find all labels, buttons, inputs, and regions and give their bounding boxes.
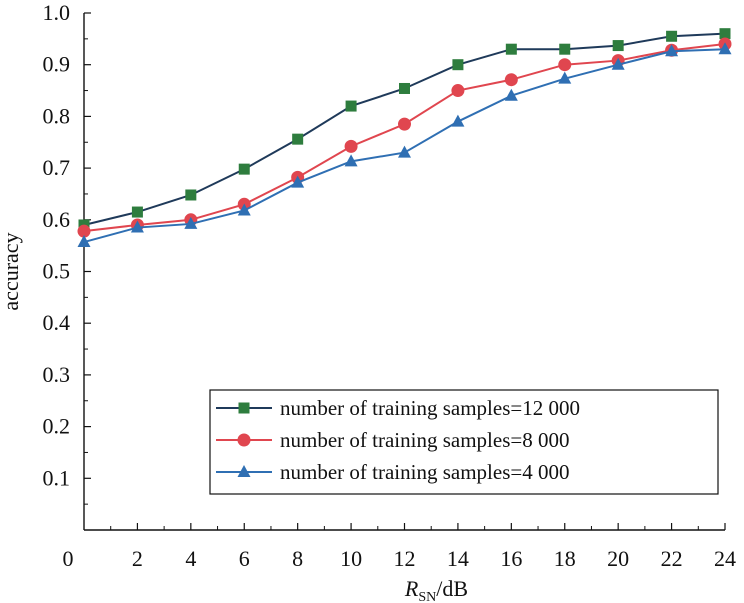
- legend-swatch-marker: [238, 402, 250, 414]
- x-tick-label: 12: [394, 546, 416, 571]
- x-axis-title-unit: /dB: [436, 576, 468, 601]
- data-point: [399, 82, 410, 94]
- y-tick-label: 1.0: [43, 0, 71, 25]
- x-tick-label: 6: [239, 546, 250, 571]
- data-point: [291, 175, 305, 188]
- x-axis-title-subscript: SN: [418, 590, 436, 603]
- x-tick-label: 24: [714, 546, 736, 571]
- data-point: [131, 206, 143, 218]
- data-point: [611, 57, 625, 70]
- x-tick-label: 4: [185, 546, 196, 571]
- x-tick-label: 0: [63, 546, 74, 571]
- series-layer: [77, 28, 732, 248]
- y-tick-label: 0.4: [43, 310, 71, 335]
- series-3: [77, 42, 732, 248]
- x-tick-label: 10: [340, 546, 362, 571]
- legend-swatch-marker: [237, 433, 251, 447]
- x-tick-label: 14: [447, 546, 469, 571]
- x-tick-label: 18: [554, 546, 576, 571]
- axes: 0.10.20.30.40.50.60.70.80.91.00 2 4 6 8 10 12 1…: [43, 0, 737, 571]
- legend-entry: number of training samples=8 000: [216, 428, 569, 452]
- data-point: [237, 203, 251, 216]
- data-point: [558, 71, 572, 84]
- y-tick-label: 0.3: [43, 362, 71, 387]
- data-point: [184, 216, 198, 229]
- data-point: [452, 59, 464, 71]
- series-line: [83, 43, 726, 233]
- x-tick-label: 16: [500, 546, 522, 571]
- y-axis-title: accuracy: [0, 232, 23, 310]
- data-point: [344, 139, 358, 153]
- data-point: [451, 84, 465, 98]
- x-axis-title-symbol: R: [404, 576, 419, 601]
- y-tick-label: 0.9: [43, 52, 71, 77]
- x-axis-title: RSN/dB: [404, 576, 468, 603]
- data-point: [505, 43, 517, 55]
- y-tick-label: 0.5: [43, 259, 71, 284]
- data-point: [451, 114, 465, 127]
- legend-label: number of training samples=8 000: [280, 428, 569, 452]
- x-tick-label: 2: [132, 546, 143, 571]
- data-point: [398, 145, 411, 158]
- series-2: [77, 37, 732, 238]
- legend-label: number of training samples=12 000: [280, 396, 580, 420]
- data-point: [238, 163, 250, 175]
- legend: number of training samples=12 000 number …: [209, 389, 719, 495]
- data-point: [558, 58, 572, 72]
- y-tick-label: 0.1: [43, 465, 71, 490]
- data-point: [559, 43, 571, 55]
- y-tick-label: 0.7: [43, 155, 71, 180]
- data-point: [345, 100, 357, 112]
- data-point: [344, 154, 358, 167]
- data-point: [77, 224, 91, 238]
- data-point: [398, 117, 411, 131]
- legend-entry: number of training samples=4 000: [216, 460, 569, 484]
- data-point: [504, 73, 518, 87]
- data-point: [77, 235, 91, 248]
- data-point: [185, 189, 197, 201]
- x-tick-label: 22: [661, 546, 683, 571]
- data-point: [292, 133, 304, 145]
- legend-box: [209, 389, 719, 495]
- y-tick-label: 0.8: [43, 103, 71, 128]
- legend-label: number of training samples=4 000: [280, 460, 569, 484]
- x-tick-label: 20: [607, 546, 629, 571]
- data-point: [504, 88, 518, 101]
- data-point: [718, 42, 732, 55]
- data-point: [719, 28, 731, 40]
- y-tick-label: 0.2: [43, 414, 71, 439]
- x-tick-label: 8: [292, 546, 303, 571]
- legend-swatch-marker: [237, 465, 251, 477]
- data-point: [612, 40, 624, 52]
- data-point: [130, 220, 144, 233]
- legend-entry: number of training samples=12 000: [216, 396, 580, 420]
- y-tick-label: 0.6: [43, 207, 71, 232]
- data-point: [666, 30, 678, 42]
- data-point: [665, 44, 679, 57]
